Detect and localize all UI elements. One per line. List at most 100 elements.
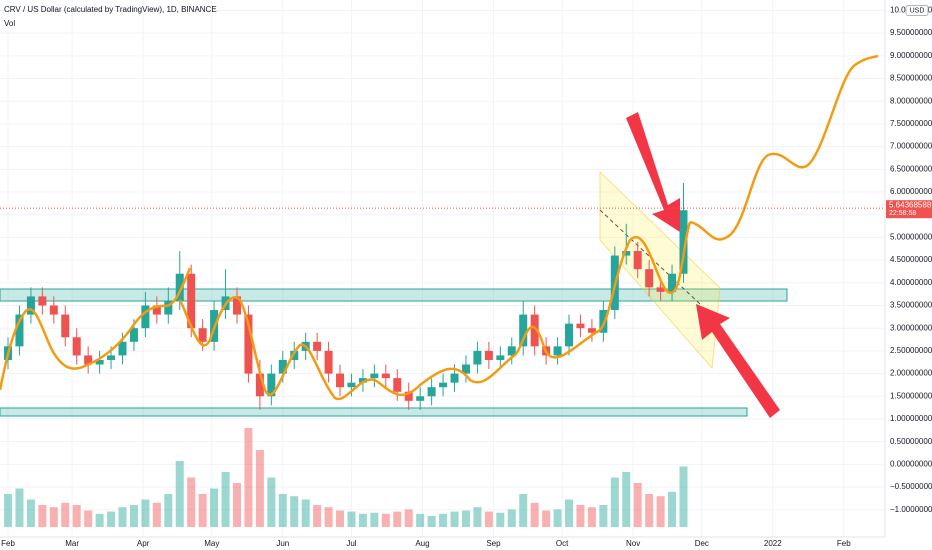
x-tick-label: 2022: [764, 539, 782, 548]
x-tick-label: Sep: [486, 539, 501, 548]
volume-bar: [587, 507, 596, 527]
volume-bar: [450, 511, 459, 527]
candle-body: [141, 305, 150, 329]
volume-bar: [393, 511, 402, 527]
volume-bar: [4, 494, 13, 527]
volume-bar: [210, 488, 219, 527]
arrow: [696, 304, 780, 418]
candle-body: [118, 341, 127, 356]
candle-body: [358, 378, 367, 383]
candle-body: [95, 359, 104, 365]
candle-body: [633, 251, 642, 270]
volume-bar: [290, 496, 299, 527]
volume-bar: [313, 505, 322, 527]
volume-bar: [358, 513, 367, 527]
currency: USD: [910, 7, 925, 14]
candle-body: [393, 378, 402, 392]
volume-bar: [633, 483, 642, 527]
candle-body: [336, 373, 345, 388]
volume-bar: [565, 499, 574, 527]
arrow: [626, 112, 680, 232]
candle-body: [645, 269, 654, 288]
y-tick-label: 8.00000000: [890, 96, 932, 105]
projection: [689, 54, 879, 241]
candle-body: [461, 364, 470, 374]
moving-average: [178, 221, 692, 401]
candle-body: [232, 296, 241, 315]
y-tick-label: 1.50000000: [890, 391, 932, 400]
volume-bar: [198, 494, 207, 527]
support-zone: [0, 407, 748, 417]
x-tick-label: Mar: [65, 539, 79, 548]
candle-body: [15, 314, 24, 347]
volume-bar: [645, 494, 654, 527]
volume-bar: [164, 494, 173, 527]
y-tick-label: 8.50000000: [890, 74, 932, 83]
volume-bar: [118, 507, 127, 527]
volume-bar: [324, 507, 333, 527]
candle-body: [313, 341, 322, 351]
candle-body: [496, 355, 505, 360]
channel-midline: [599, 209, 701, 305]
volume-bar: [61, 502, 70, 527]
volume-bar: [381, 513, 390, 527]
y-tick-label: 5.00000000: [890, 233, 932, 242]
candle-body: [107, 355, 116, 360]
y-tick-label: 3.50000000: [890, 301, 932, 310]
y-tick-label: −1.00000000: [890, 505, 932, 514]
x-tick-label: Jul: [346, 539, 356, 548]
subtitle: Vol: [4, 19, 15, 28]
volume-bar: [370, 512, 379, 527]
candle-body: [439, 382, 448, 388]
candle-body: [324, 350, 333, 374]
candle-body: [668, 273, 677, 292]
candle-body: [427, 387, 436, 397]
volume-bar: [95, 513, 104, 527]
candle-body: [416, 396, 425, 401]
y-tick-label: 3.00000000: [890, 323, 932, 332]
volume-bar: [267, 477, 276, 527]
candle-body: [49, 305, 58, 315]
y-tick-label: 4.50000000: [890, 255, 932, 264]
volume-bar: [49, 507, 58, 527]
volume-bar: [301, 499, 310, 527]
y-tick-label: 6.00000000: [890, 187, 932, 196]
volume-bar: [255, 450, 264, 527]
candle-body: [473, 350, 482, 365]
candle-body: [164, 300, 173, 315]
volume-bar: [553, 509, 562, 527]
volume-bar: [38, 505, 47, 527]
candle-body: [370, 373, 379, 379]
volume-bar: [668, 491, 677, 527]
candle-body: [290, 350, 299, 360]
chart-title: CRV / US Dollar (calculated by TradingVi…: [4, 5, 217, 14]
volume-bar: [175, 461, 184, 527]
x-tick-label: Dec: [695, 539, 709, 548]
candle-body: [565, 323, 574, 347]
y-tick-label: 9.00000000: [890, 51, 932, 60]
currency-badge: [905, 4, 929, 16]
volume-bar: [107, 511, 116, 527]
candle-body: [450, 373, 459, 383]
candle-body: [587, 328, 596, 333]
candle-body: [656, 287, 665, 292]
volume-bar: [507, 509, 516, 527]
volume-bar: [416, 513, 425, 527]
x-tick-label: Feb: [837, 539, 851, 548]
volume-pane: [4, 428, 688, 527]
candle-body: [26, 296, 35, 315]
y-tick-label: 1.00000000: [890, 414, 932, 423]
x-tick-label: Nov: [626, 539, 640, 548]
x-tick-label: Jun: [276, 539, 289, 548]
volume-bar: [519, 494, 528, 527]
candle-body: [576, 323, 585, 329]
candle-body: [267, 373, 276, 397]
y-tick-label: 9.50000000: [890, 28, 932, 37]
volume-bar: [496, 512, 505, 527]
volume-bar: [84, 510, 93, 527]
candle-body: [255, 373, 264, 397]
candle-body: [599, 310, 608, 333]
candle-body: [278, 359, 287, 374]
countdown: 22:58:58: [889, 210, 916, 217]
